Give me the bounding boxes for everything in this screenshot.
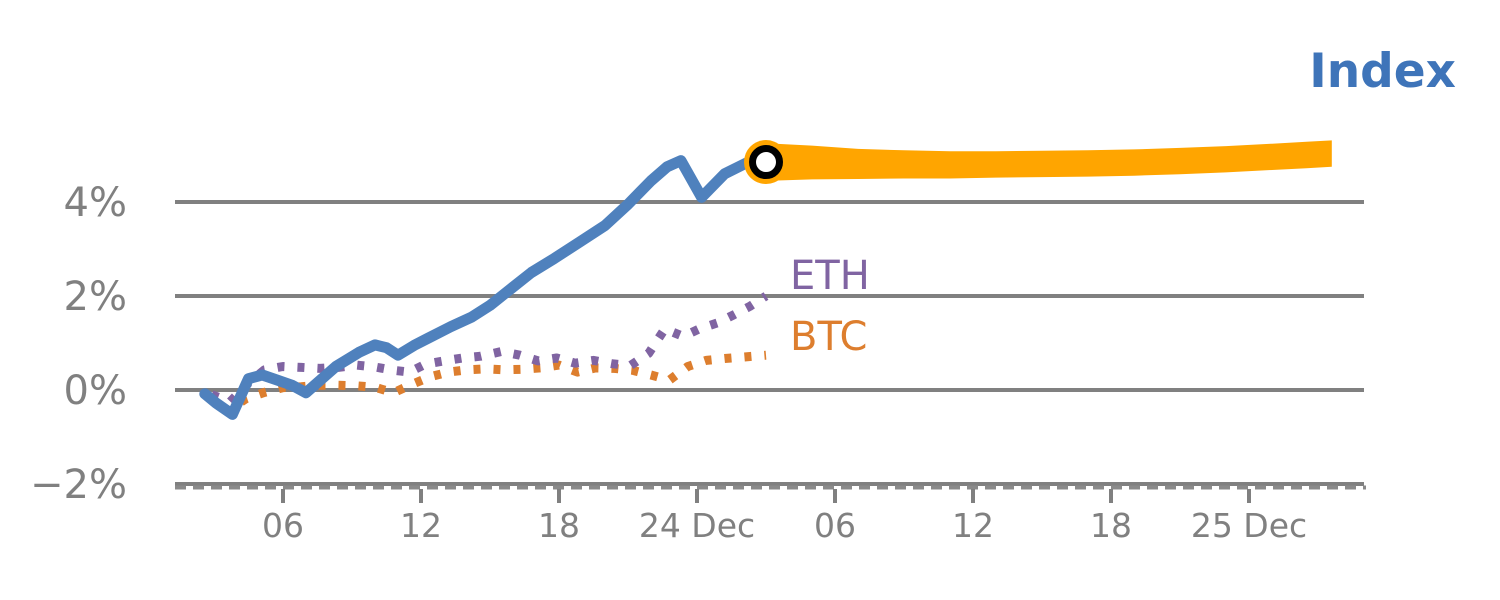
chart-title: Index [1309,44,1456,99]
y-tick-label: 2% [64,274,127,320]
x-tick-label: 12 [400,506,442,545]
x-tick-label: 24 Dec [639,506,755,545]
x-tick-label: 06 [262,506,304,545]
chart-canvas: 4% 2% 0% −2% 06 12 18 24 Dec 06 12 18 25… [0,0,1500,600]
forecast-band [766,140,1332,181]
gridlines [175,202,1364,484]
btc-series-label: BTC [790,314,867,360]
x-tick-marks [283,489,1249,503]
x-tick-label: 18 [1090,506,1132,545]
forecast-start-marker [753,149,780,176]
x-axis-labels: 06 12 18 24 Dec 06 12 18 25 Dec [262,506,1307,545]
x-tick-label: 12 [952,506,994,545]
index-forecast-chart: 4% 2% 0% −2% 06 12 18 24 Dec 06 12 18 25… [0,0,1500,600]
y-tick-label: −2% [30,462,127,508]
x-tick-label: 18 [538,506,580,545]
eth-series-label: ETH [790,253,870,299]
x-tick-label: 25 Dec [1191,506,1307,545]
y-tick-label: 4% [64,180,127,226]
x-tick-label: 06 [814,506,856,545]
y-axis-labels: 4% 2% 0% −2% [30,180,127,508]
y-tick-label: 0% [64,368,127,414]
index-line [205,161,766,415]
